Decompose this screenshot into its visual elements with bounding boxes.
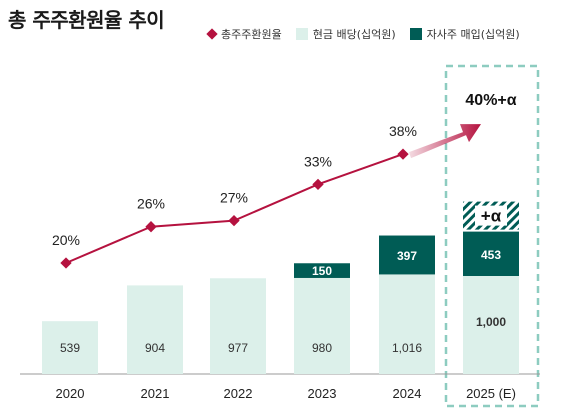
dividend-bar	[210, 278, 266, 374]
buyback-bar-label: 397	[397, 249, 417, 263]
dividend-bar-label: 539	[60, 341, 80, 355]
legend-swatch-dividend	[295, 28, 308, 40]
x-tick-label: 2024	[393, 386, 422, 401]
dividend-bar	[294, 277, 350, 374]
legend-item-return-rate: 총주주환원율	[206, 26, 282, 42]
dividend-bar-label: 904	[145, 341, 165, 355]
legend: 총주주환원율 현금 배당(십억원) 자사주 매입(십억원)	[206, 26, 520, 42]
legend-label-dividend: 현금 배당(십억원)	[312, 28, 396, 41]
chart-title: 총 주주환원율 추이	[8, 8, 165, 32]
x-tick-label: 2023	[308, 386, 337, 401]
dividend-bar-label: 980	[312, 341, 332, 355]
buyback-bar-label: 453	[481, 248, 501, 262]
return-rate-label: 20%	[52, 232, 80, 248]
buyback-bar	[294, 263, 350, 278]
dividend-bar-label: 1,016	[392, 341, 422, 355]
dividend-bar	[379, 274, 435, 374]
return-rate-marker	[228, 214, 240, 227]
projection-arrow	[409, 124, 481, 159]
return-rate-marker	[145, 221, 157, 233]
x-tick-label: 2022	[224, 386, 253, 401]
plus-alpha-label: +α	[481, 207, 502, 226]
legend-swatch-buyback	[409, 28, 422, 40]
x-tick-label: 2020	[56, 386, 85, 401]
legend-label-buyback: 자사주 매입(십억원)	[426, 28, 520, 41]
return-rate-label: 27%	[220, 190, 248, 206]
legend-item-buyback: 자사주 매입(십억원)	[409, 26, 520, 42]
x-tick-label: 2021	[141, 386, 170, 401]
legend-item-dividend: 현금 배당(십억원)	[295, 26, 396, 42]
return-rate-marker	[312, 178, 324, 191]
return-rate-label: 38%	[389, 123, 417, 139]
buyback-bar	[379, 235, 435, 275]
dividend-bar	[127, 285, 183, 374]
return-rate-label: 33%	[304, 153, 332, 169]
projection-label: 40%+α	[465, 92, 516, 109]
dividend-bar	[463, 276, 519, 374]
dividend-bar-label: 977	[228, 341, 248, 355]
return-rate-marker	[397, 148, 409, 160]
dividend-bar	[42, 321, 98, 374]
legend-label-return-rate: 총주주환원율	[221, 28, 282, 41]
return-rate-marker	[60, 257, 72, 269]
return-rate-line	[65, 153, 404, 264]
x-tick-label: 2025 (E)	[466, 386, 516, 401]
dividend-bar-label: 1,000	[476, 315, 506, 329]
plus-alpha-label-bg	[475, 205, 507, 226]
buyback-bar	[463, 231, 519, 276]
return-rate-label: 26%	[137, 196, 165, 212]
buyback-bar-label: 150	[312, 264, 332, 278]
